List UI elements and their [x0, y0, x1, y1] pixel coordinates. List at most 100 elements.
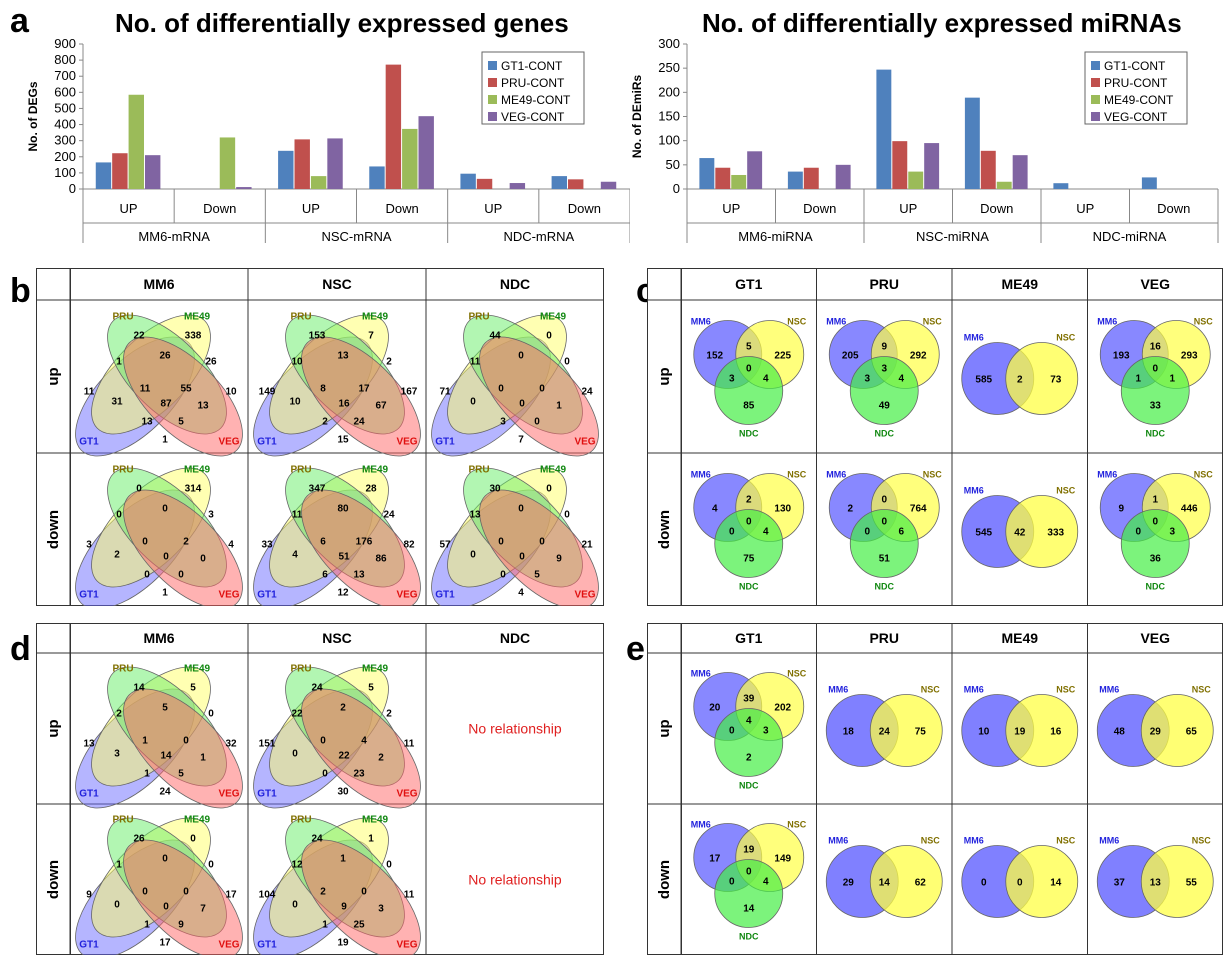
venn-count: 5	[162, 703, 168, 714]
bar	[385, 64, 402, 189]
venn-count: 87	[160, 399, 172, 410]
venn-count: 10	[291, 357, 303, 368]
venn-set-label: PRU	[112, 312, 133, 323]
venn-set-label: VEG	[574, 437, 595, 448]
venn-set-label: PRU	[290, 465, 311, 476]
venn-count: 55	[1186, 878, 1198, 889]
venn-count: 14	[1050, 878, 1062, 889]
venn-2-set: MM6 NSC 545 333 42	[961, 486, 1079, 568]
venn-set-label: GT1	[79, 940, 99, 951]
venn-count: 0	[142, 537, 148, 548]
bar	[908, 171, 924, 189]
column-header: MM6	[143, 276, 174, 292]
venn-count: 65	[1186, 727, 1198, 738]
y-axis-label: No. of DEGs	[26, 81, 40, 151]
venn-count: 9	[86, 890, 92, 901]
venn-count: 12	[291, 860, 303, 871]
venn-set-label: NDC	[875, 582, 895, 592]
venn-set-label: NSC	[1194, 317, 1214, 327]
venn-set-label: NDC	[739, 429, 759, 439]
venn-count: 9	[556, 554, 562, 565]
legend-label: VEG-CONT	[1104, 110, 1168, 124]
venn-set-label: VEG	[396, 437, 417, 448]
venn-count: 0	[519, 399, 525, 410]
venn-set-label: MM6	[826, 317, 846, 327]
venn-2-set: MM6 NSC 48 65 29	[1096, 685, 1214, 767]
group-label: NDC-mRNA	[503, 229, 574, 243]
venn-set-ndc	[714, 509, 784, 578]
venn-count: 3	[86, 540, 92, 551]
venn-set-label: GT1	[79, 789, 99, 800]
venn-count: 22	[291, 709, 303, 720]
venn-count: 2	[1017, 375, 1023, 386]
venn-set-label: VEG	[218, 590, 239, 601]
bar	[402, 128, 418, 189]
venn-count: 9	[178, 920, 184, 931]
venn-set-label: VEG	[574, 590, 595, 601]
venn-set-label: MM6	[691, 820, 711, 830]
venn-count: 0	[746, 517, 752, 528]
venn-count: 80	[337, 504, 349, 515]
venn-count: 14	[743, 904, 755, 915]
venn-count: 4	[763, 527, 769, 538]
venn-count: 0	[864, 527, 870, 538]
venn-count: 11	[404, 890, 415, 901]
venn-count: 26	[133, 834, 145, 845]
venn-3-set: MM6 NSC NDC 20 202 2 39 0 34	[691, 669, 807, 791]
bar	[418, 116, 434, 189]
legend-label: GT1-CONT	[1104, 59, 1166, 73]
venn-set-label: GT1	[257, 940, 277, 951]
venn-count: 7	[200, 904, 206, 915]
venn-count: 0	[729, 877, 735, 888]
venn-count: 3	[729, 374, 735, 385]
venn-count: 0	[546, 484, 552, 495]
venn-set-label: NSC	[787, 669, 807, 679]
venn-count: 0	[361, 887, 367, 898]
venn-count: 0	[470, 397, 476, 408]
legend-label: PRU-CONT	[1104, 76, 1168, 90]
venn-count: 2	[114, 550, 120, 561]
venn-count: 48	[1114, 727, 1126, 738]
venn-count: 0	[320, 736, 326, 747]
venn-set-label: VEG	[396, 940, 417, 951]
column-header: GT1	[735, 276, 762, 292]
legend: GT1-CONT PRU-CONT ME49-CONT VEG-CONT	[481, 51, 585, 125]
venn-count: 153	[309, 331, 326, 342]
venn-count: 5	[746, 342, 752, 353]
venn-set-veg	[123, 839, 243, 955]
no-relationship-text: No relationship	[468, 872, 562, 888]
venn-count: 22	[338, 751, 350, 762]
venn-count: 0	[539, 537, 545, 548]
row-label: up	[45, 367, 62, 385]
venn-set-label: MM6	[828, 836, 848, 846]
venn-count: 10	[289, 397, 301, 408]
bar	[509, 183, 526, 189]
legend-label: ME49-CONT	[1104, 93, 1174, 107]
venn-set-label: PRU	[290, 815, 311, 826]
y-tick-label: 300	[658, 38, 680, 51]
venn-count: 14	[133, 683, 145, 694]
venn-set-label: GT1	[257, 590, 277, 601]
venn-count: 13	[1150, 878, 1162, 889]
venn-count: 1	[116, 357, 122, 368]
venn-count: 4	[518, 588, 524, 599]
venn-set-nsc	[1005, 342, 1079, 415]
venn-count: 86	[375, 554, 387, 565]
venn-set-label: NSC	[921, 685, 941, 695]
venn-set-label: NSC	[1192, 836, 1212, 846]
bar	[1012, 155, 1028, 189]
venn-count: 0	[498, 537, 504, 548]
venn-count: 24	[383, 510, 395, 521]
venn-set-label: VEG	[218, 940, 239, 951]
venn-count: 18	[843, 727, 855, 738]
venn-count: 12	[337, 588, 349, 599]
venn-set-label: MM6	[828, 685, 848, 695]
